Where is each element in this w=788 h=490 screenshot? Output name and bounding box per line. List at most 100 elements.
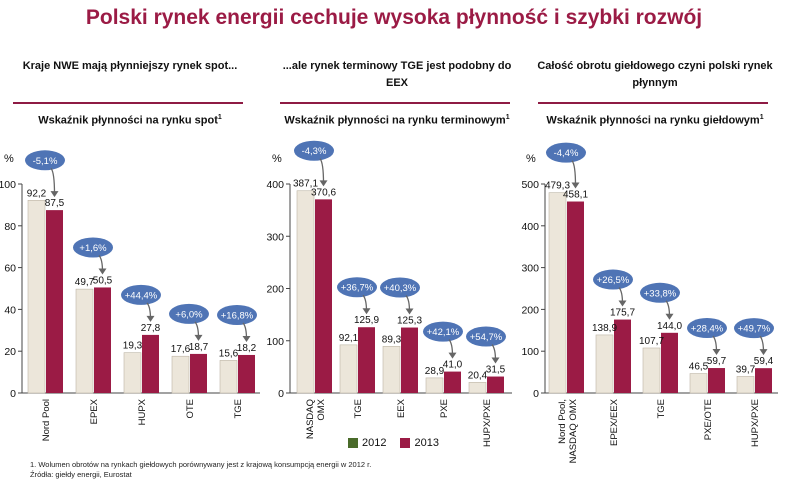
change-bubble [466,326,506,347]
category-label: EPEX [89,398,100,424]
y-unit-label: % [526,153,536,165]
change-bubble [73,237,113,258]
value-label-2013: 370,6 [311,187,336,198]
y-tick-label: 0 [278,388,284,400]
change-arrowhead [242,335,251,342]
change-bubble [337,277,377,298]
change-label: +16,8% [221,310,254,321]
category-label: NASDAQ [305,399,316,439]
bar-2013 [401,327,418,393]
subtitle-text: Wskaźnik płynności na rynku giełdowym [546,114,760,127]
legend-item-2012: 2012 [348,437,386,449]
y-unit-label: % [272,153,282,165]
panel-subtitle: Wskaźnik płynności na rynku giełdowym1 [530,114,780,127]
y-tick-label: 200 [266,284,284,296]
bar-2012 [736,376,755,394]
legend-label-2013: 2013 [414,437,439,449]
value-label-2012: 89,3 [382,334,402,345]
y-tick-label: 80 [4,221,16,233]
value-label-2013: 175,7 [610,308,635,319]
bar-2012 [219,360,238,394]
change-bubble [423,321,463,342]
bar-2012 [642,347,661,394]
change-arrow [319,158,325,184]
change-label: +40,3% [384,283,417,294]
category-label: Nord Pool, [557,399,568,444]
category-label: EEX [396,398,407,418]
value-label-2012: 15,6 [219,348,239,359]
change-arrowhead [98,268,107,275]
change-bubble [734,318,774,339]
y-tick-label: 100 [266,336,284,348]
category-label: PXE/OTE [703,399,714,440]
bar-2013 [315,199,332,393]
change-arrowhead [362,308,371,315]
subtitle-text: Wskaźnik płynności na rynku terminowym [284,114,506,127]
bar-2012 [27,200,46,394]
value-label-2013: 87,5 [45,198,65,209]
change-bubble [169,303,209,324]
value-label-2012: 19,3 [123,341,143,352]
value-label-2012: 387,1 [293,179,318,190]
category-label: Nord Pool [41,399,52,441]
change-label: -4,4% [554,148,579,159]
value-label-2013: 125,3 [397,316,422,327]
change-arrowhead [618,300,627,307]
subtitle-footnote-mark: 1 [217,114,222,121]
bar-2013 [444,371,461,393]
value-label-2013: 458,1 [563,190,588,201]
change-label: +36,7% [341,283,374,294]
category-label: OMX [316,398,327,420]
change-label: -5,1% [33,156,58,167]
change-label: +44,4% [125,290,158,301]
value-label-2013: 27,8 [141,323,161,334]
panel-divider [13,102,243,104]
change-label: +42,1% [427,327,460,338]
y-tick-label: 100 [521,346,539,358]
value-label-2012: 20,4 [468,370,488,381]
y-tick-label: 0 [533,388,539,400]
bar-2013 [487,376,504,393]
change-bubble [217,304,257,325]
panel-heading: Kraje NWE mają płynniejszy rynek spot... [22,60,238,72]
value-label-2012: 138,9 [592,323,617,334]
change-arrowhead [759,349,768,356]
bar-2013 [567,201,584,393]
bar-2012 [595,334,614,394]
change-arrow [571,160,577,186]
change-label: -4,3% [302,146,327,157]
footnote: 1. Wolumen obrotów na rynkach giełdowych… [30,460,371,480]
category-label: PXE [439,399,450,418]
change-label: +33,8% [644,288,677,299]
value-label-2013: 18,2 [237,343,257,354]
panel-heading: ...ale rynek terminowy TGE jest podobny … [282,60,512,89]
y-tick-label: 500 [521,179,539,191]
bar-2013 [708,368,725,393]
panel-heading: Całość obrotu giełdowego czyni polski ry… [537,60,773,89]
y-tick-label: 20 [4,346,16,358]
legend-label-2012: 2012 [362,437,387,449]
bar-2013 [755,368,772,393]
bar-2012 [689,373,708,394]
change-label: +6,0% [175,309,203,320]
bar-2012 [296,190,315,394]
legend-swatch-2013 [400,438,411,448]
value-label-2012: 92,1 [339,333,359,344]
subtitle-footnote-mark: 1 [759,114,764,121]
bar-2013 [238,354,255,393]
category-label: TGE [656,399,667,419]
change-label: +54,7% [470,332,503,343]
category-label: HUPX [137,398,148,425]
change-arrowhead [448,352,457,359]
change-arrowhead [319,180,328,187]
y-tick-label: 300 [521,263,539,275]
bar-2012 [171,355,190,394]
change-arrow [50,167,56,195]
change-arrowhead [491,357,500,364]
bar-2013 [142,334,159,393]
change-bubble [294,140,334,161]
bar-2013 [661,332,678,393]
value-label-2013: 125,9 [354,315,379,326]
change-arrowhead [571,182,580,189]
